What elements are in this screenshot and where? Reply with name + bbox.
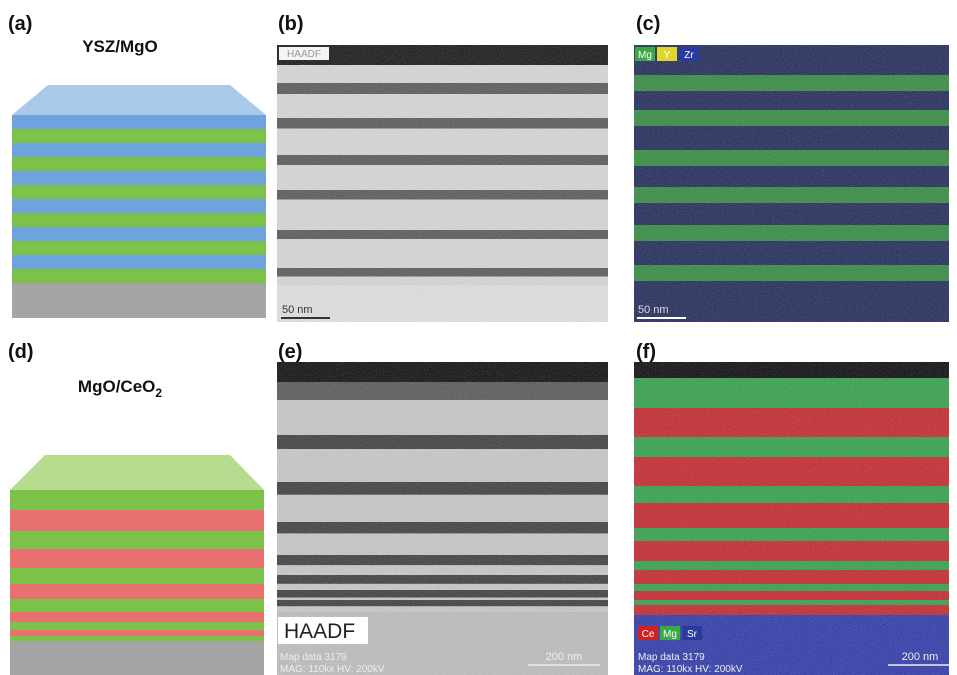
info-text: Map data 3179 — [280, 652, 347, 663]
legend-label: Mg — [638, 50, 652, 61]
layer — [12, 199, 266, 213]
layer — [10, 568, 264, 584]
layer — [10, 510, 264, 531]
scale-bar-label: 200 nm — [546, 651, 583, 663]
figure: (a) YSZ/MgO (b) HAADF 50 nm (c) Mg Y Zr 50… — [0, 0, 957, 675]
legend-label: Mg — [663, 629, 677, 640]
layer — [10, 622, 264, 630]
eds-map — [634, 362, 949, 675]
layer — [10, 584, 264, 599]
legend-label: Ce — [642, 629, 655, 640]
noise — [634, 45, 949, 322]
noise — [634, 362, 949, 675]
layer — [12, 143, 266, 157]
panel-label: (d) — [8, 341, 34, 363]
panel-label: (b) — [278, 13, 304, 35]
layer-stack — [12, 85, 266, 318]
layer — [10, 630, 264, 636]
layer — [10, 549, 264, 568]
scale-bar-label: 200 nm — [902, 651, 939, 663]
noise — [277, 45, 608, 322]
layer — [12, 213, 266, 227]
layer-stack — [10, 455, 264, 675]
substrate — [10, 641, 264, 675]
legend-label: Sr — [687, 629, 698, 640]
layer — [10, 612, 264, 622]
legend-label: Zr — [684, 50, 694, 61]
substrate — [12, 283, 266, 318]
layer — [12, 241, 266, 255]
eds-map — [634, 45, 949, 322]
panel-title: MgO/CeO2 — [78, 377, 162, 400]
layer — [10, 531, 264, 549]
panel-label: (e) — [278, 341, 302, 363]
scale-bar-label: 50 nm — [282, 304, 313, 316]
layer — [10, 599, 264, 612]
panel-title: YSZ/MgO — [82, 37, 158, 56]
title-subscript: 2 — [155, 386, 162, 400]
stem-image — [277, 45, 608, 322]
image-badge: HAADF — [287, 49, 321, 60]
layer — [10, 490, 264, 510]
image-badge: HAADF — [284, 620, 355, 643]
scale-bar-label: 50 nm — [638, 304, 669, 316]
layer — [12, 255, 266, 269]
info-text: Map data 3179 — [638, 652, 705, 663]
panel-label: (c) — [636, 13, 660, 35]
layer — [12, 115, 266, 129]
layer — [12, 129, 266, 143]
panel-label: (f) — [636, 341, 656, 363]
layer — [12, 269, 266, 283]
title-text: MgO/CeO — [78, 377, 155, 396]
info-text: MAG: 110kx HV: 200kV — [280, 664, 385, 675]
legend-label: Y — [664, 50, 671, 61]
info-text: MAG: 110kx HV: 200kV — [638, 664, 743, 675]
layer — [12, 185, 266, 199]
layer — [10, 636, 264, 641]
panel-label: (a) — [8, 13, 32, 35]
layer — [12, 171, 266, 185]
layer — [12, 227, 266, 241]
layer — [12, 157, 266, 171]
